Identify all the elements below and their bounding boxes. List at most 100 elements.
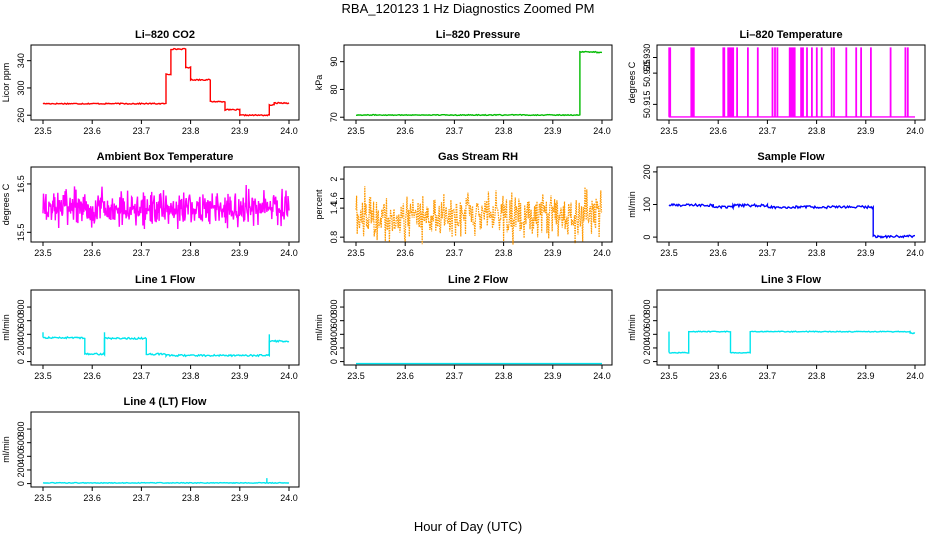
x-tick-label: 23.6 (396, 371, 414, 381)
y-tick-label: 0 (642, 359, 652, 364)
y-tick-label: 800 (16, 422, 26, 437)
y-tick-label: 200 (16, 462, 26, 477)
series-line-licor_temp (668, 47, 915, 118)
y-tick-label: 0 (642, 235, 652, 240)
panel-title: Sample Flow (757, 151, 825, 163)
x-tick-label: 23.9 (544, 248, 562, 258)
x-tick-label: 23.8 (495, 248, 513, 258)
panel-title: Line 2 Flow (448, 274, 508, 286)
figure-xlabel: Hour of Day (UTC) (414, 519, 522, 534)
x-tick-label: 23.9 (857, 371, 875, 381)
y-tick-label: 200 (329, 340, 339, 355)
panel-title: Line 1 Flow (135, 274, 195, 286)
x-tick-label: 23.5 (660, 126, 678, 136)
x-tick-label: 23.8 (808, 248, 826, 258)
y-tick-label: 0 (329, 359, 339, 364)
x-tick-label: 23.6 (83, 371, 101, 381)
x-tick-label: 23.7 (133, 248, 151, 258)
x-tick-label: 23.7 (133, 371, 151, 381)
panel-title: Li–820 CO2 (135, 29, 195, 41)
y-tick-label: 0 (16, 359, 26, 364)
x-tick-label: 23.8 (182, 126, 200, 136)
y-tick-label: 70 (329, 112, 339, 122)
panel-title: Line 3 Flow (761, 274, 821, 286)
x-tick-label: 23.6 (83, 126, 101, 136)
y-tick-label: 200 (642, 340, 652, 355)
plot-frame (30, 166, 300, 243)
x-tick-label: 23.7 (759, 248, 777, 258)
x-tick-label: 23.5 (347, 126, 365, 136)
x-tick-label: 24.0 (906, 248, 924, 258)
plot-frame (343, 44, 613, 121)
y-tick-label: 50.930 (642, 44, 652, 72)
x-tick-label: 23.9 (231, 248, 249, 258)
x-tick-label: 23.7 (759, 371, 777, 381)
x-tick-label: 23.6 (709, 126, 727, 136)
x-tick-label: 23.5 (34, 493, 52, 503)
series-line-line3 (668, 330, 916, 354)
series-line-ambient_temp (42, 184, 290, 230)
y-tick-label: 600 (329, 313, 339, 328)
x-tick-label: 24.0 (280, 371, 298, 381)
x-tick-label: 23.5 (34, 371, 52, 381)
panel-ylabel: ml/min (314, 314, 324, 341)
y-tick-label: 0 (16, 481, 26, 486)
y-tick-label: 2 (329, 177, 339, 182)
y-tick-label: 80 (329, 84, 339, 94)
panel-ylabel: degrees C (1, 183, 11, 225)
x-tick-label: 23.8 (808, 371, 826, 381)
x-tick-label: 23.5 (34, 248, 52, 258)
x-tick-label: 23.9 (231, 126, 249, 136)
series-line-rh (355, 186, 603, 245)
x-tick-label: 23.7 (446, 371, 464, 381)
y-tick-label: 600 (16, 435, 26, 450)
x-tick-label: 23.6 (396, 248, 414, 258)
y-tick-label: 400 (16, 327, 26, 342)
plot-frame (30, 289, 300, 366)
y-tick-label: 400 (16, 449, 26, 464)
x-tick-label: 23.6 (83, 493, 101, 503)
plot-frame (30, 44, 300, 121)
x-tick-label: 23.7 (133, 126, 151, 136)
x-tick-label: 23.9 (231, 493, 249, 503)
panel-title: Gas Stream RH (438, 151, 518, 163)
panel-title: Li–820 Pressure (436, 29, 520, 41)
y-tick-label: 200 (16, 340, 26, 355)
plot-frame (343, 289, 613, 366)
y-tick-label: 800 (329, 300, 339, 315)
y-tick-label: 600 (642, 313, 652, 328)
y-tick-label: 0.8 (329, 231, 339, 244)
plot-frame (656, 44, 926, 121)
y-tick-label: 16.5 (16, 175, 26, 193)
x-tick-label: 24.0 (906, 126, 924, 136)
y-tick-label: 800 (16, 300, 26, 315)
x-tick-label: 23.8 (495, 371, 513, 381)
x-tick-label: 24.0 (593, 126, 611, 136)
y-tick-label: 340 (16, 53, 26, 68)
x-tick-label: 23.8 (182, 371, 200, 381)
panel-pressure: Li–820 Pressure kPa 23.5 23.6 23.7 23.8 23.9 24… (314, 29, 613, 136)
panel-line4: Line 4 (LT) Flow ml/min 23.5 23.6 23.7 23.8 23… (1, 396, 300, 503)
y-tick-label: 260 (16, 108, 26, 123)
panel-title: Ambient Box Temperature (97, 151, 234, 163)
figure-title: RBA_120123 1 Hz Diagnostics Zoomed PM (342, 1, 595, 16)
x-tick-label: 24.0 (593, 248, 611, 258)
x-tick-label: 23.5 (347, 248, 365, 258)
x-tick-label: 24.0 (280, 248, 298, 258)
panel-co2: Li–820 CO2 Licor ppm 23.5 23.6 23.7 23.8 23.9 2… (1, 29, 300, 136)
y-tick-label: 400 (329, 327, 339, 342)
panel-ambient_temp: Ambient Box Temperature degrees C 23.5 23.6… (1, 151, 300, 258)
y-tick-label: 15.5 (16, 224, 26, 242)
panel-line2: Line 2 Flow ml/min 23.5 23.6 23.7 23.8 23.9 24.… (314, 274, 613, 381)
x-tick-label: 23.7 (446, 248, 464, 258)
x-tick-label: 23.7 (759, 126, 777, 136)
plot-frame (343, 166, 613, 243)
x-tick-label: 23.5 (347, 371, 365, 381)
panel-line1: Line 1 Flow ml/min 23.5 23.6 23.7 23.8 23.9 24.… (1, 274, 300, 381)
x-tick-label: 23.6 (709, 371, 727, 381)
y-tick-label: 90 (329, 57, 339, 67)
x-tick-label: 23.8 (182, 493, 200, 503)
panel-title: Li–820 Temperature (739, 29, 842, 41)
x-tick-label: 23.6 (709, 248, 727, 258)
